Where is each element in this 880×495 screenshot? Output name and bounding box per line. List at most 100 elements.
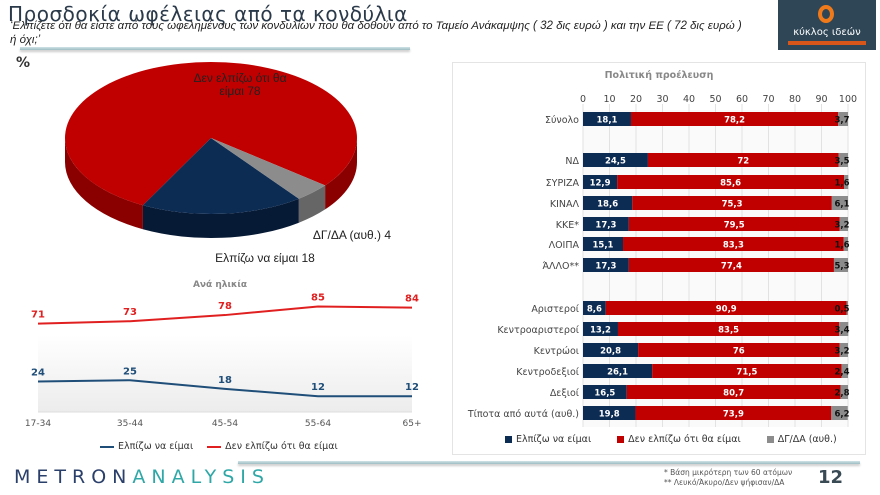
x-tick-label: 40 xyxy=(683,94,695,105)
pie-label-hope: Ελπίζω να είμαι 18 xyxy=(215,251,315,265)
unit-label: % xyxy=(16,55,31,71)
bar-value-label: 12,9 xyxy=(590,179,611,189)
bar-segment xyxy=(583,153,648,167)
bar-chart-frame xyxy=(452,62,866,455)
bar-segment xyxy=(583,385,627,399)
divider xyxy=(20,47,410,50)
logo-bar xyxy=(788,41,866,45)
bar-value-label: 78,2 xyxy=(724,116,745,126)
bar-value-label: 90,9 xyxy=(716,305,737,315)
bar-segment xyxy=(623,237,844,251)
bar-value-label: 8,6 xyxy=(587,305,602,315)
legend-hope: Ελπίζω να είμαι xyxy=(100,441,193,452)
row-label: Σύνολο xyxy=(545,115,579,126)
x-tick-label: 45-54 xyxy=(212,419,238,429)
x-tick-label: 70 xyxy=(762,94,774,105)
bar-value-label: 80,7 xyxy=(723,389,744,399)
legend-dk: ΔΓ/ΔΑ (αυθ.) xyxy=(766,434,837,445)
data-label: 24 xyxy=(31,367,45,378)
line-chart: 24 25 18 12 12 71 73 78 85 84 17-34 35-44 45-54 55-64… xyxy=(25,292,422,429)
bar-value-label: 0,5 xyxy=(834,305,849,315)
legend-swatch xyxy=(505,436,512,443)
pie-slice xyxy=(211,138,326,199)
data-label: 25 xyxy=(123,366,137,377)
divider xyxy=(238,461,860,464)
bar-chart: 0 10 20 30 40 50 60 70 80 90 100 Σύνολο 18,1 78,2 3,7 Ν… xyxy=(467,94,857,427)
footnotes: * Βάση μικρότερη των 60 ατόμων ** Λευκό/… xyxy=(664,468,792,488)
bar-value-label: 18,1 xyxy=(596,116,617,126)
bar-value-label: 3,2 xyxy=(834,221,849,231)
legend-label: Ελπίζω να είμαι xyxy=(516,434,592,445)
line-legend: Ελπίζω να είμαι Δεν ελπίζω ότι θα είμαι xyxy=(100,441,338,452)
bar-value-label: 1,6 xyxy=(834,241,849,251)
bar-segment xyxy=(583,343,639,357)
data-label: 85 xyxy=(311,292,325,303)
bar-segment xyxy=(605,301,847,315)
bar-segment xyxy=(617,322,840,336)
row-label: ΚΙΝΑΛ xyxy=(550,199,580,210)
bar-value-label: 3,5 xyxy=(834,157,849,167)
bar-segment xyxy=(838,153,848,167)
row-label: ΚΚΕ* xyxy=(556,220,579,231)
bar-value-label: 6,2 xyxy=(834,410,849,420)
row-label: ΝΔ xyxy=(565,156,579,167)
bar-segment xyxy=(583,364,653,378)
bar-segment xyxy=(843,237,848,251)
pie-side-2 xyxy=(298,185,326,223)
x-tick-label: 50 xyxy=(709,94,721,105)
x-tick-label: 100 xyxy=(839,94,857,105)
bar-chart-title: Πολιτική προέλευση xyxy=(604,70,714,81)
pie-slice xyxy=(65,62,358,206)
bar-value-label: 73,9 xyxy=(723,410,744,420)
bar-segment xyxy=(583,237,624,251)
metron-analysis-logo: METRONANALYSIS xyxy=(14,466,270,488)
bar-segment xyxy=(630,112,839,126)
bar-segment xyxy=(635,406,832,420)
bar-segment xyxy=(632,196,832,210)
row-label: Τίποτα από αυτά (αυθ.) xyxy=(467,409,579,420)
plot-area xyxy=(38,335,412,412)
bar-segment xyxy=(583,175,618,189)
bar-segment xyxy=(838,112,848,126)
row-label: Κεντροαριστεροί xyxy=(497,325,579,336)
bar-value-label: 75,3 xyxy=(722,200,743,210)
pie-chart xyxy=(64,62,358,238)
data-label: 18 xyxy=(218,375,232,386)
legend-label: ΔΓ/ΔΑ (αυθ.) xyxy=(777,434,837,445)
bar-segment xyxy=(839,322,849,336)
row-label: Κεντρώοι xyxy=(534,346,579,357)
bar-segment xyxy=(583,217,629,231)
bar-value-label: 83,5 xyxy=(718,326,739,336)
bar-value-label: 24,5 xyxy=(605,157,626,167)
row-label: ΣΥΡΙΖΑ xyxy=(546,178,580,189)
legend-line-swatch xyxy=(100,445,114,448)
bar-segment xyxy=(647,153,839,167)
x-tick-label: 17-34 xyxy=(25,419,51,429)
pie-label-dk: ΔΓ/ΔΑ (αυθ.) 4 xyxy=(312,228,392,242)
x-tick-label: 0 xyxy=(580,94,586,105)
series-line xyxy=(37,379,412,398)
x-tick-label: 65+ xyxy=(403,419,422,429)
pie-side-0 xyxy=(325,138,357,210)
bar-value-label: 2,8 xyxy=(834,389,849,399)
data-label: 78 xyxy=(218,301,232,312)
bar-value-label: 15,1 xyxy=(593,241,614,251)
bar-segment xyxy=(583,112,631,126)
legend-swatch xyxy=(766,436,774,443)
bar-value-label: 26,1 xyxy=(607,368,628,378)
bar-value-label: 3,4 xyxy=(834,326,849,336)
bar-value-label: 17,3 xyxy=(595,221,616,231)
bar-value-label: 16,5 xyxy=(594,389,615,399)
bar-segment xyxy=(638,343,840,357)
bar-segment xyxy=(583,258,629,272)
bar-value-label: 83,3 xyxy=(723,241,744,251)
bar-value-label: 19,8 xyxy=(599,410,620,420)
legend-label: Ελπίζω να είμαι xyxy=(118,441,194,452)
pie-side-1 xyxy=(142,198,299,238)
data-label: 84 xyxy=(405,294,419,305)
data-label: 12 xyxy=(405,382,419,393)
page-title: Προσδοκία ωφέλειας από τα κονδύλια xyxy=(8,2,408,26)
logo-text: κύκλος ιδεών xyxy=(793,27,861,38)
legend-label: Δεν ελπίζω ότι θα είμαι xyxy=(225,441,338,452)
data-label: 71 xyxy=(31,310,45,321)
